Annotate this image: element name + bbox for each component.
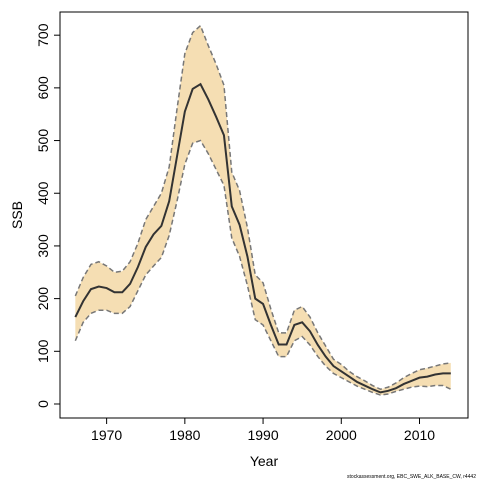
y-tick-label: 0 <box>35 400 51 408</box>
y-axis-label: SSB <box>9 201 25 229</box>
y-tick-label: 400 <box>35 181 51 205</box>
x-tick-label: 2000 <box>326 427 357 443</box>
ssb-line <box>74 82 451 394</box>
x-tick-label: 1980 <box>169 427 200 443</box>
band-edge <box>74 139 452 396</box>
y-tick-label: 100 <box>35 339 51 363</box>
y-tick-label: 300 <box>35 234 51 258</box>
y-tick-label: 500 <box>35 129 51 153</box>
x-tick-label: 1990 <box>247 427 278 443</box>
x-axis-label: Year <box>250 453 279 469</box>
band-edge <box>74 24 451 391</box>
plot-frame <box>59 11 469 419</box>
confidence-band <box>75 25 451 396</box>
footnote: stockassessment.org, EBC_SWE_ALK_BASE_CW… <box>347 474 476 480</box>
x-tick-label: 1970 <box>91 427 122 443</box>
y-tick-label: 200 <box>35 287 51 311</box>
x-tick-label: 2010 <box>404 427 435 443</box>
y-tick-label: 600 <box>35 76 51 100</box>
y-tick-label: 700 <box>35 23 51 47</box>
